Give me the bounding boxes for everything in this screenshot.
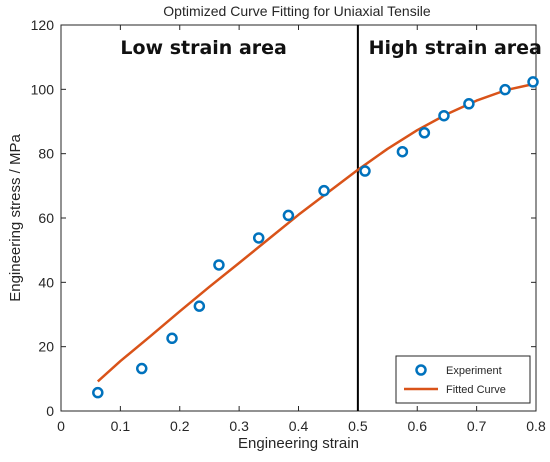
legend: Experiment Fitted Curve (395, 355, 531, 404)
y-tick-label: 0 (46, 403, 54, 419)
x-tick-label: 0.8 (526, 418, 546, 434)
x-tick-label: 0.4 (289, 418, 309, 434)
y-tick-label: 100 (31, 81, 55, 97)
tick-labels: 0 0.1 0.2 0.3 0.4 0.5 0.6 0.7 0.8 0 20 40 60 80 100 120 (31, 17, 546, 434)
x-tick-label: 0.1 (111, 418, 131, 434)
y-tick-label: 120 (31, 17, 55, 33)
y-tick-label: 60 (38, 210, 54, 226)
high-strain-label: High strain area (369, 37, 542, 59)
x-tick-label: 0.5 (348, 418, 368, 434)
fitted-curve-layer (96, 82, 537, 383)
experiment-point (499, 83, 511, 96)
experiment-point (438, 109, 450, 122)
y-tick-label: 20 (38, 339, 54, 355)
experiment-point (136, 362, 148, 375)
experiment-point (359, 165, 371, 177)
x-axis-title: Engineering strain (238, 435, 359, 452)
plot-frame (60, 24, 537, 412)
x-tick-label: 0.7 (467, 418, 487, 434)
experiment-point (166, 332, 178, 345)
experiment-point (318, 184, 330, 197)
fitted-curve-line (96, 82, 537, 383)
x-tick-label: 0.3 (229, 418, 249, 434)
x-tick-label: 0.2 (170, 418, 190, 434)
experiment-point (418, 127, 431, 139)
experiment-point (193, 300, 206, 312)
experiment-point (463, 98, 475, 110)
y-tick-label: 40 (38, 274, 54, 290)
experiment-point (282, 209, 295, 222)
x-tick-label: 0.6 (408, 418, 428, 434)
legend-box (395, 355, 531, 404)
legend-experiment-marker (415, 364, 427, 376)
low-strain-label: Low strain area (120, 37, 286, 59)
experiment-point (213, 259, 225, 271)
experiment-point (396, 145, 409, 158)
legend-fitted-label: Fitted Curve (446, 384, 506, 396)
experiment-point (252, 232, 265, 244)
experiment-point (527, 76, 539, 88)
x-tick-label: 0 (57, 418, 65, 434)
experiment-points-layer (92, 76, 539, 399)
y-axis-title: Engineering stress / MPa (7, 134, 24, 302)
experiment-point (92, 386, 104, 399)
chart-title: Optimized Curve Fitting for Uniaxial Ten… (163, 3, 431, 19)
legend-experiment-label: Experiment (446, 365, 502, 377)
y-tick-label: 80 (38, 146, 54, 162)
